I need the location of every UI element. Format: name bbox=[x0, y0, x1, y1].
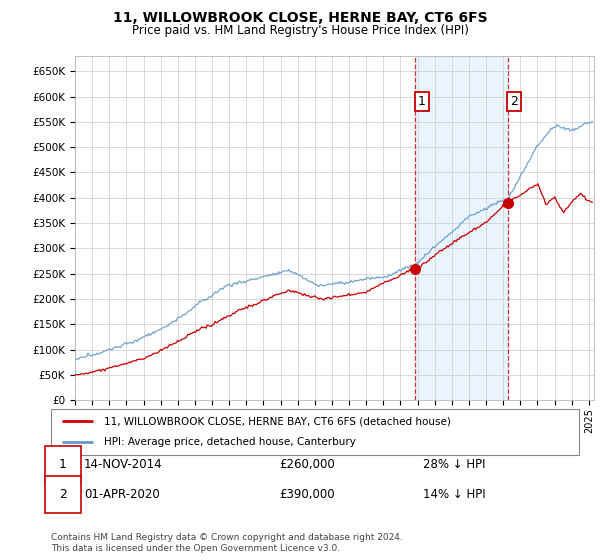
Text: 1: 1 bbox=[59, 458, 67, 471]
Text: Price paid vs. HM Land Registry's House Price Index (HPI): Price paid vs. HM Land Registry's House … bbox=[131, 24, 469, 36]
Text: £260,000: £260,000 bbox=[279, 458, 335, 471]
Text: 14-NOV-2014: 14-NOV-2014 bbox=[84, 458, 163, 471]
FancyBboxPatch shape bbox=[51, 409, 579, 455]
Text: 11, WILLOWBROOK CLOSE, HERNE BAY, CT6 6FS: 11, WILLOWBROOK CLOSE, HERNE BAY, CT6 6F… bbox=[113, 11, 487, 25]
Text: 14% ↓ HPI: 14% ↓ HPI bbox=[423, 488, 485, 501]
Text: 2: 2 bbox=[510, 95, 518, 108]
Text: HPI: Average price, detached house, Canterbury: HPI: Average price, detached house, Cant… bbox=[104, 437, 356, 447]
Bar bbox=[415, 56, 508, 400]
Text: Contains HM Land Registry data © Crown copyright and database right 2024.
This d: Contains HM Land Registry data © Crown c… bbox=[51, 533, 403, 553]
Text: 11, WILLOWBROOK CLOSE, HERNE BAY, CT6 6FS (detached house): 11, WILLOWBROOK CLOSE, HERNE BAY, CT6 6F… bbox=[104, 416, 451, 426]
Text: 1: 1 bbox=[418, 95, 426, 108]
Text: 28% ↓ HPI: 28% ↓ HPI bbox=[423, 458, 485, 471]
Text: 2: 2 bbox=[59, 488, 67, 501]
Text: 01-APR-2020: 01-APR-2020 bbox=[84, 488, 160, 501]
Text: £390,000: £390,000 bbox=[279, 488, 335, 501]
